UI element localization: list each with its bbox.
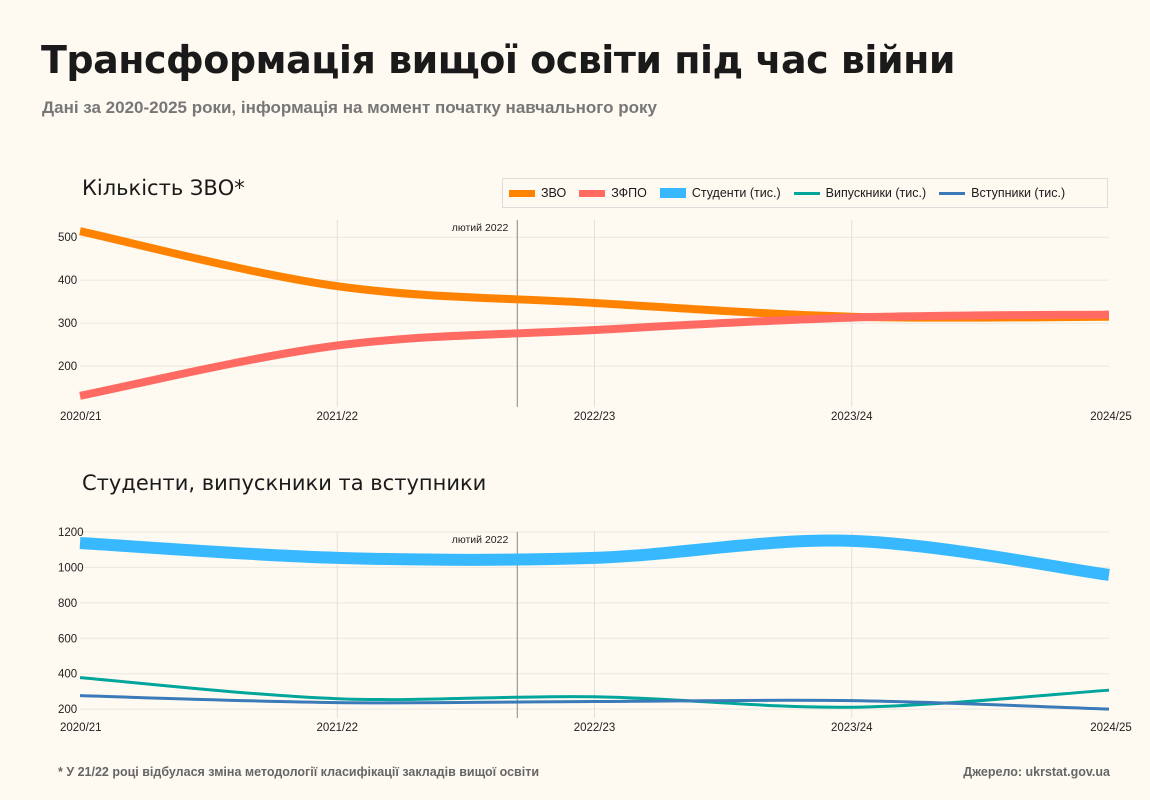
legend-label: Випускники (тис.) xyxy=(825,186,927,200)
legend-swatch xyxy=(579,189,606,197)
chart-1-title: Кількість ЗВО* xyxy=(82,176,245,200)
y-tick-label: 400 xyxy=(58,669,77,681)
legend: ЗВО ЗФПО Студенти (тис.) Випускники (тис… xyxy=(502,178,1108,208)
y-tick-label: 300 xyxy=(58,318,77,330)
legend-item-zvo: ЗВО xyxy=(509,186,566,200)
series-line-1-0 xyxy=(79,534,1110,581)
x-tick-label: 2022/23 xyxy=(574,722,616,734)
y-tick-label: 1200 xyxy=(58,527,84,539)
legend-label: Вступники (тис.) xyxy=(971,186,1066,200)
legend-item-entrants: Вступники (тис.) xyxy=(939,186,1065,200)
legend-item-students: Студенти (тис.) xyxy=(659,186,781,200)
legend-swatch xyxy=(509,189,535,197)
legend-item-zfpo: ЗФПО xyxy=(579,186,647,200)
source-note: Джерело: ukrstat.gov.ua xyxy=(963,765,1110,779)
legend-label: ЗФПО xyxy=(611,186,647,200)
y-tick-label: 500 xyxy=(58,232,77,244)
x-tick-label: 2021/22 xyxy=(316,411,358,423)
y-tick-label: 1000 xyxy=(58,562,84,574)
x-tick-label: 2023/24 xyxy=(831,411,873,423)
footnote: * У 21/22 році відбулася зміна методолог… xyxy=(58,765,540,779)
x-tick-label: 2020/21 xyxy=(60,411,102,423)
y-tick-label: 600 xyxy=(58,633,77,645)
series-line-0-1 xyxy=(79,310,1110,400)
page-title: Трансформація вищої освіти під час війни xyxy=(41,38,955,82)
y-tick-label: 400 xyxy=(58,275,77,287)
legend-label: ЗВО xyxy=(541,186,567,200)
y-tick-label: 200 xyxy=(58,361,77,373)
x-tick-label: 2024/25 xyxy=(1090,722,1132,734)
legend-swatch xyxy=(659,188,686,198)
legend-label: Студенти (тис.) xyxy=(691,186,781,200)
chart-2-title: Студенти, випускники та вступники xyxy=(82,471,487,495)
x-tick-label: 2023/24 xyxy=(831,722,873,734)
y-tick-label: 200 xyxy=(58,704,77,716)
annotation-label: лютий 2022 xyxy=(452,534,509,546)
x-tick-label: 2024/25 xyxy=(1090,411,1132,423)
page-subtitle: Дані за 2020-2025 роки, інформація на мо… xyxy=(42,98,658,117)
legend-item-graduates: Випускники (тис.) xyxy=(793,186,927,200)
x-tick-label: 2021/22 xyxy=(316,722,358,734)
x-tick-label: 2020/21 xyxy=(60,722,102,734)
x-tick-label: 2022/23 xyxy=(574,411,616,423)
y-tick-label: 800 xyxy=(58,598,77,610)
legend-swatch xyxy=(793,191,820,195)
legend-swatch xyxy=(939,191,966,195)
annotation-label: лютий 2022 xyxy=(452,222,509,234)
series-line-1-2 xyxy=(79,694,1110,711)
